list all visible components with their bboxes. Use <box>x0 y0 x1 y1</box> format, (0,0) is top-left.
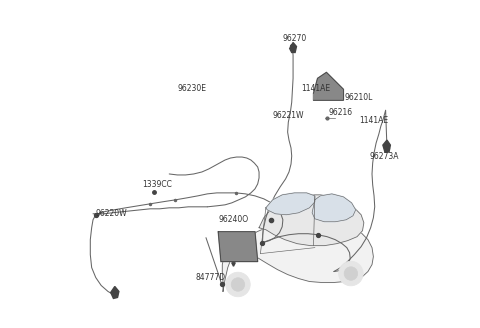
Text: 96210L: 96210L <box>345 93 373 102</box>
Polygon shape <box>111 286 119 298</box>
Text: 84777D: 84777D <box>196 273 226 281</box>
Text: 1141AE: 1141AE <box>359 116 388 125</box>
Circle shape <box>231 278 245 291</box>
Text: 1141AE: 1141AE <box>301 84 330 93</box>
Text: 96273A: 96273A <box>370 152 399 161</box>
Polygon shape <box>312 194 356 222</box>
Polygon shape <box>222 218 373 292</box>
Polygon shape <box>218 232 258 262</box>
Text: 96270: 96270 <box>282 33 307 43</box>
Polygon shape <box>383 140 390 152</box>
Polygon shape <box>313 72 343 100</box>
Circle shape <box>344 267 358 280</box>
Polygon shape <box>259 195 364 246</box>
Text: 96221W: 96221W <box>273 111 304 120</box>
Polygon shape <box>266 193 315 215</box>
Polygon shape <box>289 43 297 52</box>
Text: 96216: 96216 <box>328 108 353 117</box>
Text: 96240O: 96240O <box>218 215 248 224</box>
Circle shape <box>339 261 363 286</box>
Circle shape <box>226 272 250 297</box>
Text: 96220W: 96220W <box>96 209 127 218</box>
Text: 1339CC: 1339CC <box>143 180 173 189</box>
Text: 96230E: 96230E <box>178 84 206 93</box>
